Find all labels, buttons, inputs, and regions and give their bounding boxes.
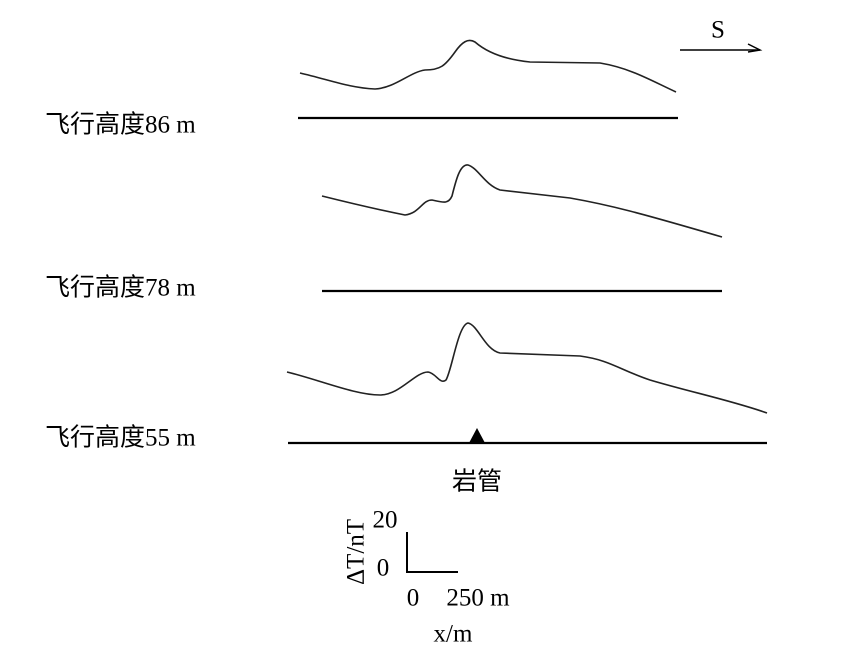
scale-y-label: ΔT/nT <box>343 519 370 585</box>
scale-x-end: 250 m <box>446 585 510 612</box>
scale-y-bottom: 0 <box>377 555 390 582</box>
arrow-head <box>747 43 763 53</box>
profile-label: 飞行高度86 m <box>45 111 196 139</box>
target-label: 岩管 <box>452 468 502 496</box>
profile-label: 飞行高度78 m <box>45 274 196 302</box>
scale-y-top: 20 <box>373 507 398 534</box>
profile-label: 飞行高度55 m <box>45 424 196 452</box>
scale-x-start: 0 <box>407 585 420 612</box>
profile-curve <box>321 164 723 238</box>
target-marker <box>469 428 485 443</box>
scale-x-label: x/m <box>434 621 473 648</box>
profile-curve <box>286 322 768 414</box>
profile-curve <box>299 39 677 93</box>
direction-label: S <box>711 17 725 44</box>
